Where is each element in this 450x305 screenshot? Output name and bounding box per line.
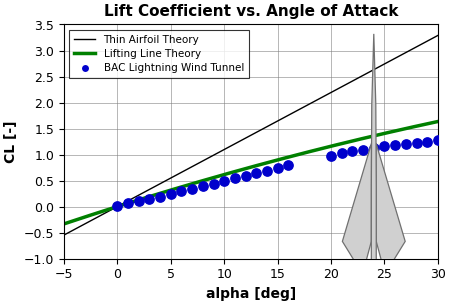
BAC Lightning Wind Tunnel [392, 142, 399, 147]
Polygon shape [371, 34, 376, 305]
BAC Lightning Wind Tunnel [146, 196, 153, 201]
BAC Lightning Wind Tunnel [263, 168, 270, 173]
BAC Lightning Wind Tunnel [413, 140, 420, 145]
BAC Lightning Wind Tunnel [135, 198, 142, 203]
Line: Lifting Line Theory: Lifting Line Theory [64, 121, 438, 224]
BAC Lightning Wind Tunnel [252, 171, 260, 176]
BAC Lightning Wind Tunnel [349, 149, 356, 154]
Lifting Line Theory [283, 156, 288, 160]
BAC Lightning Wind Tunnel [338, 151, 345, 156]
BAC Lightning Wind Tunnel [178, 189, 185, 194]
Polygon shape [342, 143, 372, 274]
Lifting Line Theory [284, 156, 289, 160]
BAC Lightning Wind Tunnel [423, 139, 431, 144]
BAC Lightning Wind Tunnel [125, 200, 132, 205]
Legend: Thin Airfoil Theory, Lifting Line Theory, BAC Lightning Wind Tunnel: Thin Airfoil Theory, Lifting Line Theory… [69, 30, 249, 78]
BAC Lightning Wind Tunnel [157, 194, 164, 199]
BAC Lightning Wind Tunnel [210, 181, 217, 186]
Lifting Line Theory [290, 154, 296, 158]
BAC Lightning Wind Tunnel [167, 192, 175, 196]
BAC Lightning Wind Tunnel [434, 138, 441, 143]
BAC Lightning Wind Tunnel [285, 163, 292, 168]
BAC Lightning Wind Tunnel [220, 179, 228, 184]
Polygon shape [376, 143, 405, 274]
BAC Lightning Wind Tunnel [189, 186, 196, 191]
Polygon shape [364, 263, 371, 305]
Lifting Line Theory [61, 222, 67, 226]
Lifting Line Theory [63, 222, 68, 225]
BAC Lightning Wind Tunnel [360, 147, 367, 152]
Lifting Line Theory [435, 120, 441, 123]
BAC Lightning Wind Tunnel [114, 203, 121, 208]
Lifting Line Theory [400, 127, 405, 131]
BAC Lightning Wind Tunnel [370, 145, 378, 150]
X-axis label: alpha [deg]: alpha [deg] [206, 287, 296, 301]
BAC Lightning Wind Tunnel [199, 184, 207, 189]
BAC Lightning Wind Tunnel [274, 166, 281, 170]
BAC Lightning Wind Tunnel [231, 176, 239, 181]
Lifting Line Theory [376, 133, 382, 136]
Polygon shape [376, 263, 384, 305]
BAC Lightning Wind Tunnel [328, 154, 335, 159]
BAC Lightning Wind Tunnel [402, 141, 410, 146]
BAC Lightning Wind Tunnel [381, 144, 388, 149]
Y-axis label: CL [-]: CL [-] [4, 120, 18, 163]
BAC Lightning Wind Tunnel [242, 174, 249, 178]
Title: Lift Coefficient vs. Angle of Attack: Lift Coefficient vs. Angle of Attack [104, 4, 398, 19]
